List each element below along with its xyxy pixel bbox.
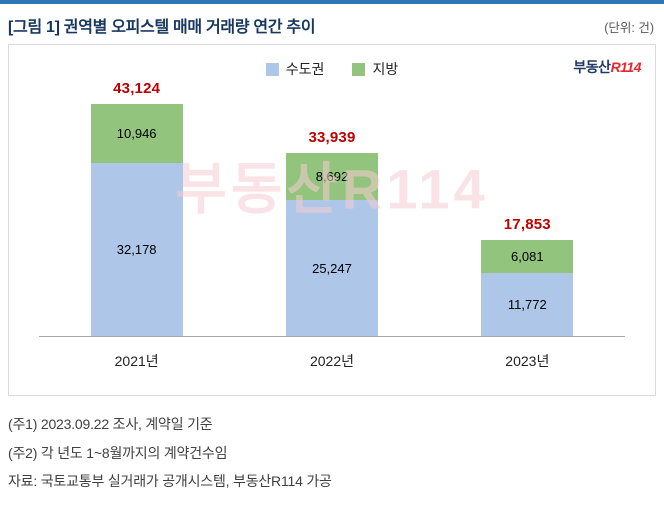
chart-legend: 수도권 지방 xyxy=(9,59,655,79)
bar-segment-province: 6,081 xyxy=(481,240,574,273)
page-title: [그림 1] 권역별 오피스텔 매매 거래량 연간 추이 xyxy=(8,19,316,36)
total-value-label: 17,853 xyxy=(503,216,551,233)
legend-item-capital: 수도권 xyxy=(265,59,325,79)
top-accent-line xyxy=(0,0,664,4)
plot-area: 43,124 10,946 32,178 33,939 8,692 25,247 17,85… xyxy=(39,80,625,337)
bar-segment-province: 10,946 xyxy=(90,104,183,163)
bar-segment-capital: 25,247 xyxy=(285,200,378,336)
legend-item-province: 지방 xyxy=(352,59,398,79)
footnotes: (주1) 2023.09.22 조사, 계약일 기준 (주2) 각 년도 1~8… xyxy=(0,396,664,496)
legend-swatch-capital xyxy=(265,62,279,76)
chart-header: [그림 1] 권역별 오피스텔 매매 거래량 연간 추이 (단위: 건) xyxy=(0,4,664,42)
bar-column: 33,939 8,692 25,247 xyxy=(234,129,429,336)
x-axis-labels: 2021년 2022년 2023년 xyxy=(39,351,625,371)
bar-segment-capital: 11,772 xyxy=(481,273,574,336)
x-axis-tick-label: 2022년 xyxy=(309,353,354,369)
bar-column: 17,853 6,081 11,772 xyxy=(430,216,625,336)
brand-logo-r: R114 xyxy=(610,59,642,75)
total-value-label: 43,124 xyxy=(113,80,161,97)
bar-column: 43,124 10,946 32,178 xyxy=(39,80,234,336)
bar-segment-province: 8,692 xyxy=(285,153,378,200)
stacked-bar: 6,081 11,772 xyxy=(481,240,574,336)
footnote-source: 자료: 국토교통부 실거래가 공개시스템, 부동산R114 가공 xyxy=(8,473,332,490)
total-value-label: 33,939 xyxy=(308,129,356,146)
footnote-2: (주2) 각 년도 1~8월까지의 계약건수임 xyxy=(8,444,228,461)
stacked-bar: 10,946 32,178 xyxy=(90,104,183,336)
brand-logo: 부동산R114 xyxy=(573,57,641,77)
unit-label: (단위: 건) xyxy=(604,21,654,35)
chart-container: 수도권 지방 부동산R114 부동산R114 43,124 10,946 32,17… xyxy=(8,44,656,396)
bar-segment-capital: 32,178 xyxy=(90,163,183,336)
legend-swatch-province xyxy=(352,62,366,76)
stacked-bar: 8,692 25,247 xyxy=(285,153,378,336)
footnote-1: (주1) 2023.09.22 조사, 계약일 기준 xyxy=(8,416,213,432)
x-axis-tick-label: 2023년 xyxy=(505,353,550,369)
brand-logo-kr: 부동산 xyxy=(573,59,611,75)
legend-label-capital: 수도권 xyxy=(285,61,325,77)
x-axis-tick-label: 2021년 xyxy=(114,353,159,369)
legend-label-province: 지방 xyxy=(372,61,399,77)
